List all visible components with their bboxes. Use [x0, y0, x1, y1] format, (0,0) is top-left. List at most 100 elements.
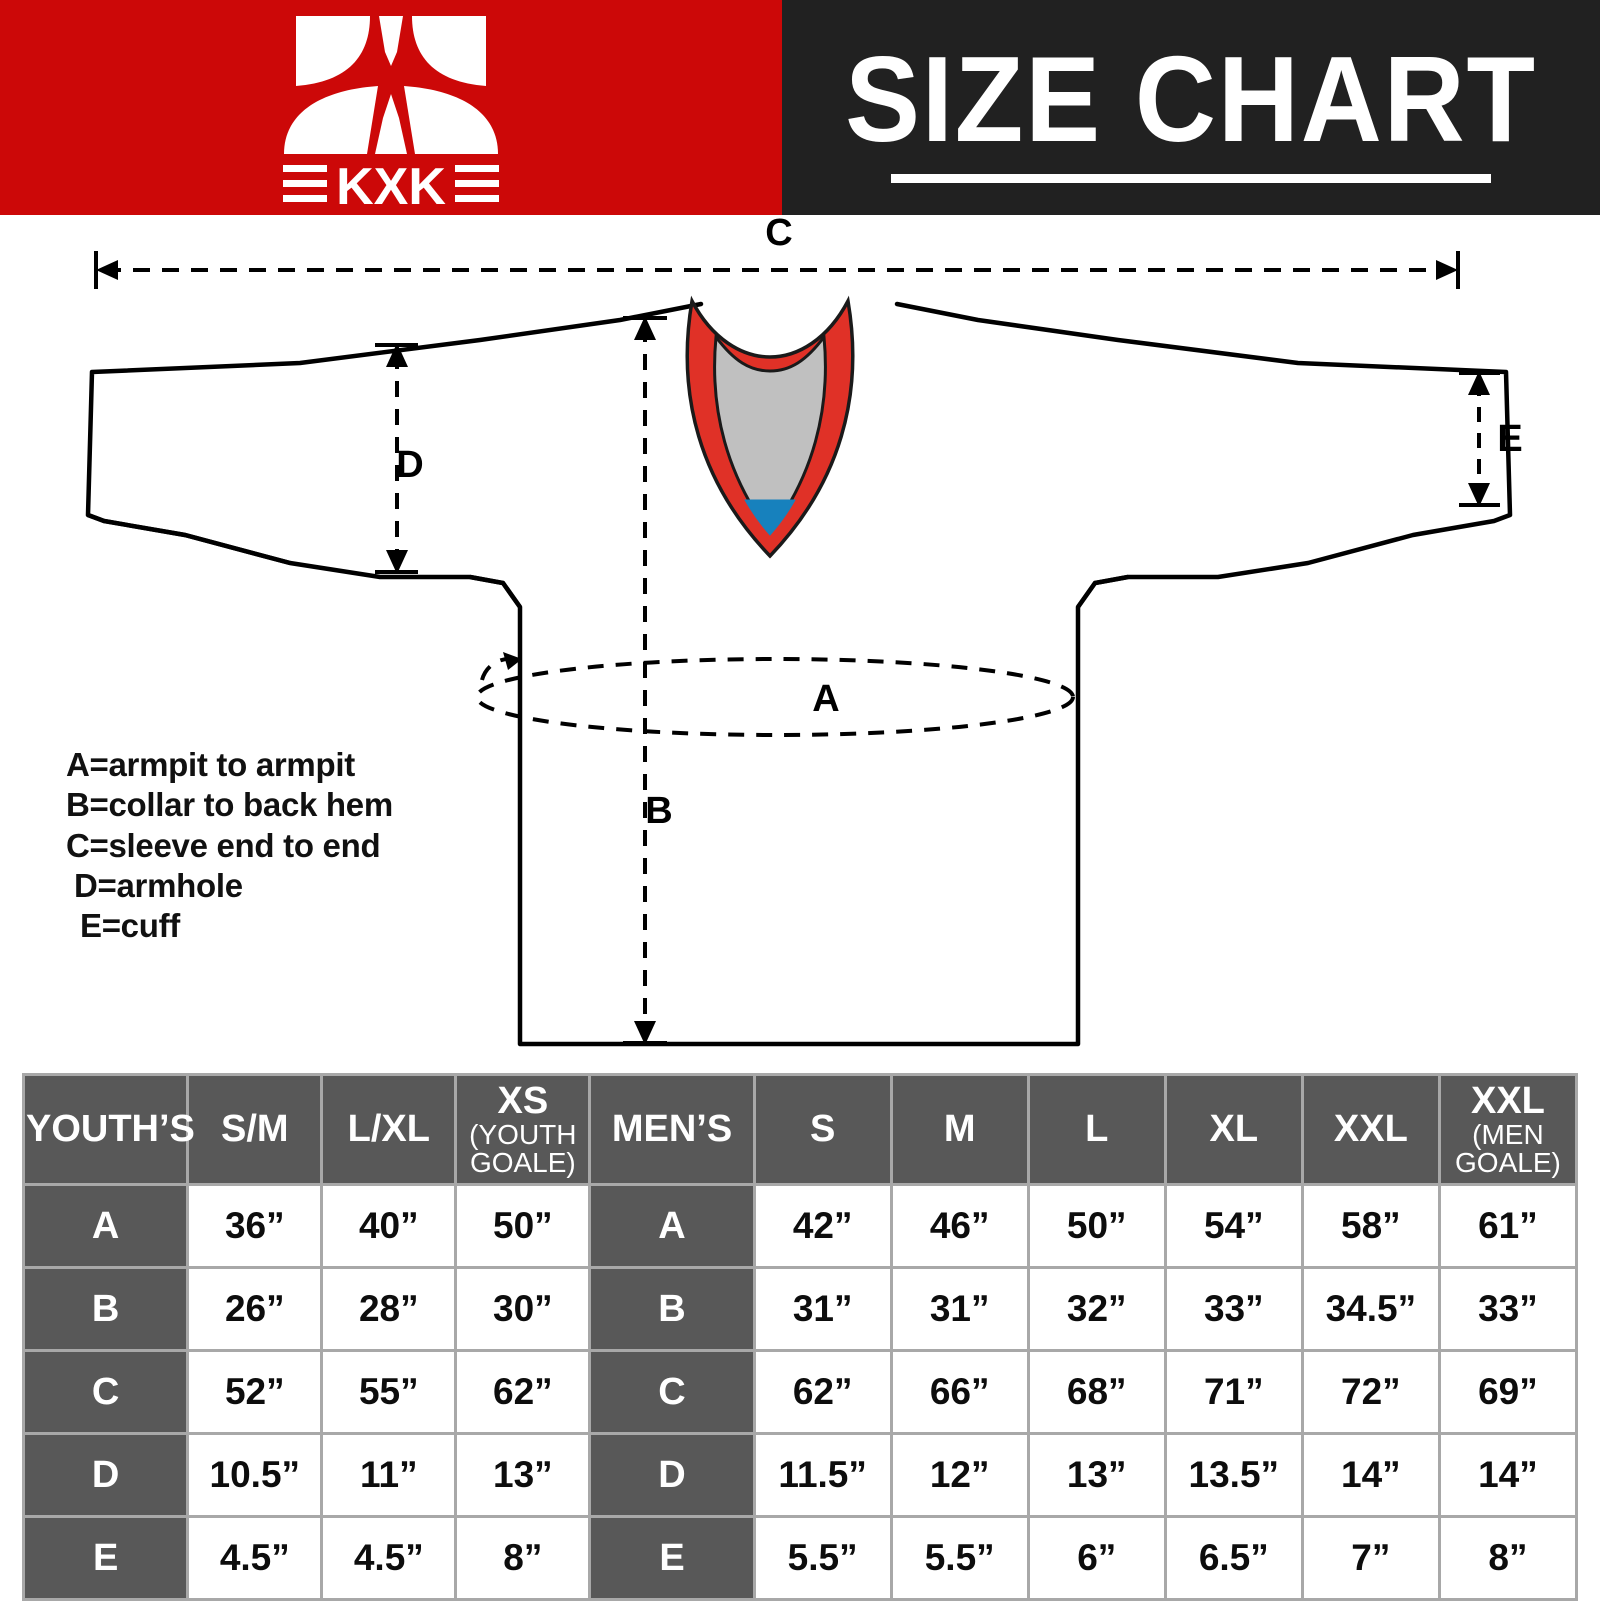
cell-youth-b-xs: 30”: [457, 1269, 589, 1349]
jersey-outline: [85, 301, 1513, 1047]
label-c: C: [765, 215, 792, 254]
kxk-logo-icon: KXK: [283, 15, 499, 216]
collar-tip: [744, 499, 796, 536]
cell-mens-c-xl: 71”: [1166, 1352, 1301, 1432]
cell-mens-e-xl: 6.5”: [1166, 1518, 1301, 1598]
header-youth-lxl: L/XL: [323, 1076, 455, 1183]
label-b: B: [645, 790, 672, 832]
row-label-mens-e: E: [591, 1518, 753, 1598]
header-youth-sm: S/M: [189, 1076, 321, 1183]
row-label-youth-d: D: [25, 1435, 187, 1515]
cell-mens-c-xxl: 72”: [1303, 1352, 1438, 1432]
cell-youth-a-lxl: 40”: [323, 1186, 455, 1266]
cell-mens-b-m: 31”: [892, 1269, 1027, 1349]
cell-youth-a-xs: 50”: [457, 1186, 589, 1266]
cell-mens-d-s: 11.5”: [755, 1435, 890, 1515]
jersey-diagram-svg: C D B: [85, 212, 1523, 1047]
header-mens-xxl-goalie: XXL (MEN GOALE): [1440, 1076, 1575, 1183]
header-mens-xxl-main: XXL: [1333, 1108, 1408, 1151]
row-label-mens-c: C: [591, 1352, 753, 1432]
header-youth-xs-main: XS: [497, 1080, 549, 1123]
header-mens-s-main: S: [809, 1108, 836, 1151]
cell-youth-d-xs: 13”: [457, 1435, 589, 1515]
page-title: SIZE CHART: [845, 31, 1537, 167]
row-label-youth-c: C: [25, 1352, 187, 1432]
cell-mens-c-l: 68”: [1029, 1352, 1164, 1432]
header-mens-s: S: [755, 1076, 890, 1183]
cell-youth-a-sm: 36”: [189, 1186, 321, 1266]
dimension-c: [94, 251, 1460, 289]
legend-line-b: B=collar to back hem: [66, 786, 393, 824]
cell-mens-d-xxl: 14”: [1303, 1435, 1438, 1515]
cell-youth-e-xs: 8”: [457, 1518, 589, 1598]
cell-mens-c-s: 62”: [755, 1352, 890, 1432]
table-header-row: YOUTH’S S/M L/XL XS (YOUTH GOALE) MEN’S …: [25, 1076, 1575, 1183]
legend-line-c: C=sleeve end to end: [66, 826, 381, 864]
table-row: E 4.5” 4.5” 8” E 5.5” 5.5” 6” 6.5” 7” 8”: [25, 1518, 1575, 1598]
cell-mens-a-xl: 54”: [1166, 1186, 1301, 1266]
header-mens-m: M: [892, 1076, 1027, 1183]
brand-banner: KXK: [0, 0, 782, 216]
collar-inner: [713, 332, 827, 536]
cell-youth-c-sm: 52”: [189, 1352, 321, 1432]
cell-mens-a-s: 42”: [755, 1186, 890, 1266]
kxk-logo: KXK: [266, 8, 516, 216]
cell-mens-b-xl: 33”: [1166, 1269, 1301, 1349]
header-mens-xxl: XXL: [1303, 1076, 1438, 1183]
header-mens-l-main: L: [1085, 1108, 1109, 1151]
header-youth-xs-sub: (YOUTH GOALE): [469, 1118, 577, 1178]
row-label-youth-a: A: [25, 1186, 187, 1266]
table-row: D 10.5” 11” 13” D 11.5” 12” 13” 13.5” 14…: [25, 1435, 1575, 1515]
header-youth: YOUTH’S: [25, 1076, 195, 1183]
dimension-b: [623, 316, 667, 1045]
row-label-mens-a: A: [591, 1186, 753, 1266]
cell-mens-e-xxl-goalie: 8”: [1440, 1518, 1575, 1598]
size-chart-table: YOUTH’S S/M L/XL XS (YOUTH GOALE) MEN’S …: [22, 1073, 1578, 1601]
header-youth-xs-goalie: XS (YOUTH GOALE): [457, 1076, 589, 1183]
legend-line-e: E=cuff: [80, 907, 180, 944]
cell-mens-c-m: 66”: [892, 1352, 1027, 1432]
cell-youth-d-lxl: 11”: [323, 1435, 455, 1515]
cell-mens-c-xxl-goalie: 69”: [1440, 1352, 1575, 1432]
cell-youth-b-sm: 26”: [189, 1269, 321, 1349]
title-banner: SIZE CHART: [782, 0, 1600, 215]
dimension-a: [475, 652, 1075, 737]
header-mens-xxl-goalie-main: XXL: [1470, 1080, 1545, 1123]
title-underline: [891, 174, 1491, 183]
cell-mens-e-s: 5.5”: [755, 1518, 890, 1598]
table-row: A 36” 40” 50” A 42” 46” 50” 54” 58” 61”: [25, 1186, 1575, 1266]
header-mens-l: L: [1029, 1076, 1164, 1183]
label-d: D: [396, 444, 423, 486]
cell-youth-e-lxl: 4.5”: [323, 1518, 455, 1598]
cell-mens-a-xxl: 58”: [1303, 1186, 1438, 1266]
table-row: C 52” 55” 62” C 62” 66” 68” 71” 72” 69”: [25, 1352, 1575, 1432]
row-label-youth-e: E: [25, 1518, 187, 1598]
table-row: B 26” 28” 30” B 31” 31” 32” 33” 34.5” 33…: [25, 1269, 1575, 1349]
cell-mens-a-xxl-goalie: 61”: [1440, 1186, 1575, 1266]
cell-mens-d-l: 13”: [1029, 1435, 1164, 1515]
cell-mens-b-xxl: 34.5”: [1303, 1269, 1438, 1349]
left-cuff-edge: [87, 512, 291, 566]
cell-mens-a-m: 46”: [892, 1186, 1027, 1266]
legend-line-a: A=armpit to armpit: [66, 746, 355, 783]
cell-youth-c-xs: 62”: [457, 1352, 589, 1432]
cell-youth-d-sm: 10.5”: [189, 1435, 321, 1515]
cell-mens-e-m: 5.5”: [892, 1518, 1027, 1598]
legend-line-d: D=armhole: [74, 866, 243, 904]
jersey-diagram: C D B: [0, 212, 1600, 1060]
measurement-legend: A=armpit to armpit B=collar to back hem …: [66, 745, 393, 946]
cell-mens-b-l: 32”: [1029, 1269, 1164, 1349]
label-a: A: [812, 678, 839, 720]
cell-mens-e-xxl: 7”: [1303, 1518, 1438, 1598]
header-mens-xxl-goalie-sub: (MEN GOALE): [1455, 1118, 1561, 1178]
header-youth-sm-main: S/M: [221, 1108, 289, 1151]
header-youth-lxl-main: L/XL: [347, 1108, 430, 1151]
header-mens-xl-main: XL: [1209, 1108, 1259, 1151]
cell-mens-d-xxl-goalie: 14”: [1440, 1435, 1575, 1515]
page-header: KXK SIZE CHART: [0, 0, 1600, 216]
cell-mens-b-s: 31”: [755, 1269, 890, 1349]
header-mens-m-main: M: [943, 1108, 976, 1151]
cell-mens-e-l: 6”: [1029, 1518, 1164, 1598]
row-label-youth-b: B: [25, 1269, 187, 1349]
dimension-d: [375, 343, 418, 574]
